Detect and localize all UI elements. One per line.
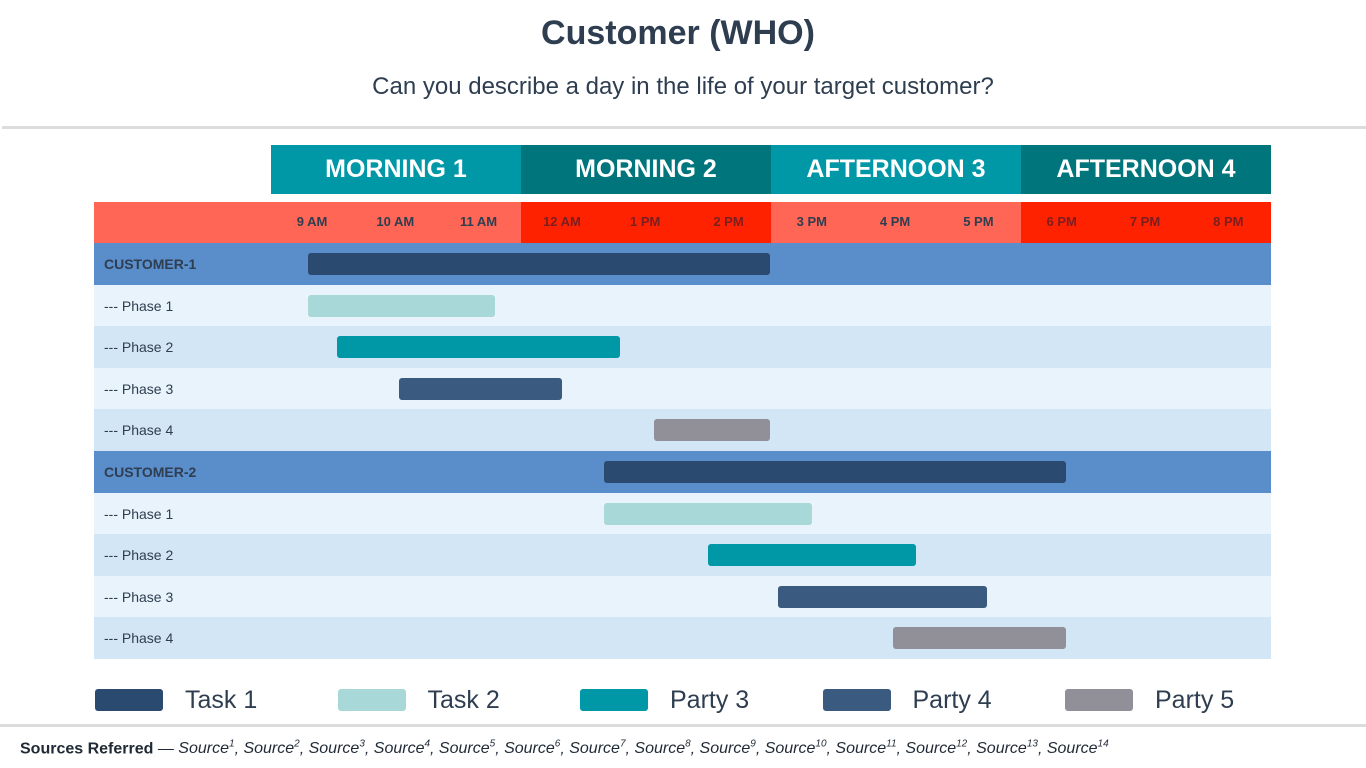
- period-header: MORNING 1: [271, 145, 521, 194]
- source-superscript: 14: [1097, 739, 1109, 750]
- gantt-bar: [399, 377, 562, 400]
- phase-row: [94, 534, 1271, 577]
- legend-swatch: [822, 689, 891, 711]
- source-item: Source2: [243, 739, 300, 758]
- sources-line: Sources Referred — Source1, Source2, Sou…: [20, 739, 1109, 758]
- source-item: Source14: [1046, 739, 1109, 758]
- row-label: --- Phase 2: [104, 547, 174, 564]
- row-label: CUSTOMER-2: [104, 464, 197, 480]
- hour-band: [521, 202, 771, 243]
- phase-row: [94, 367, 1271, 410]
- source-superscript: 5: [489, 739, 496, 750]
- gantt-bar: [707, 544, 916, 567]
- source-superscript: 2: [294, 739, 300, 750]
- gantt-bar: [336, 336, 621, 359]
- source-item: Source12: [905, 739, 968, 758]
- phase-row: [94, 617, 1271, 660]
- source-item: Source11: [835, 739, 897, 758]
- hour-band-left: [94, 202, 271, 243]
- legend-swatch: [1065, 689, 1133, 711]
- source-superscript: 9: [750, 739, 756, 750]
- source-item: Source5: [438, 739, 496, 758]
- gantt-bar: [603, 461, 1066, 483]
- hour-label: 7 PM: [1129, 214, 1161, 229]
- hour-label: 5 PM: [963, 214, 994, 229]
- gantt-bar: [603, 502, 812, 525]
- source-item: Source13: [976, 739, 1038, 758]
- gantt-bar: [653, 419, 771, 442]
- phase-row: [94, 575, 1271, 618]
- source-superscript: 6: [554, 739, 561, 750]
- gantt-bar: [892, 627, 1066, 650]
- hour-label: 4 PM: [879, 214, 911, 229]
- page-title: Customer (WHO): [541, 14, 815, 52]
- source-superscript: 1: [229, 739, 235, 750]
- legend-label: Task 1: [185, 686, 258, 714]
- sources-dash: —: [157, 740, 174, 758]
- source-superscript: 7: [619, 739, 626, 750]
- period-header: AFTERNOON 3: [771, 145, 1021, 194]
- bottom-divider: [0, 724, 1366, 727]
- legend-swatch: [337, 689, 406, 711]
- gantt-bar: [778, 585, 987, 608]
- source-superscript: 13: [1026, 739, 1038, 750]
- source-superscript: 4: [424, 739, 431, 750]
- hour-label: 1 PM: [630, 214, 661, 229]
- page-subtitle: Can you describe a day in the life of yo…: [372, 73, 994, 100]
- phase-row: [94, 284, 1271, 327]
- row-label: CUSTOMER-1: [104, 256, 197, 272]
- legend-label: Party 5: [1155, 686, 1235, 714]
- legend-label: Party 3: [670, 686, 750, 714]
- row-label: --- Phase 2: [104, 339, 174, 356]
- source-item: Source7: [569, 739, 626, 758]
- source-superscript: 12: [956, 739, 968, 750]
- gantt-bar: [307, 294, 496, 317]
- source-item: Source8: [634, 739, 691, 758]
- hour-label: 10 AM: [376, 214, 415, 229]
- source-superscript: 11: [886, 739, 897, 750]
- hour-label: 12 AM: [542, 214, 581, 229]
- source-item: Source9: [699, 739, 756, 758]
- hour-band: [1021, 202, 1271, 243]
- source-superscript: 3: [359, 739, 365, 750]
- row-label: --- Phase 1: [104, 505, 174, 522]
- source-item: Source6: [504, 739, 561, 758]
- top-divider: [2, 126, 1366, 129]
- hour-label: 8 PM: [1213, 214, 1244, 229]
- period-header: AFTERNOON 4: [1021, 145, 1271, 194]
- hour-band: [771, 202, 1021, 243]
- sources-list: Source1, Source2, Source3, Source4, Sour…: [178, 739, 1109, 758]
- hour-label: 3 PM: [796, 214, 827, 229]
- row-label: --- Phase 4: [104, 630, 174, 647]
- phase-row: [94, 326, 1271, 369]
- hour-label: 11 AM: [460, 214, 498, 229]
- period-header: MORNING 2: [521, 145, 771, 194]
- source-item: Source1: [178, 739, 235, 758]
- legend-swatch: [95, 689, 163, 711]
- legend-label: Task 2: [427, 686, 500, 714]
- source-item: Source3: [308, 739, 365, 758]
- source-item: Source4: [373, 739, 431, 758]
- row-label: --- Phase 3: [104, 588, 174, 605]
- legend-swatch: [580, 689, 648, 711]
- gantt-bar: [307, 253, 771, 275]
- row-label: --- Phase 1: [104, 297, 174, 314]
- sources-lead: Sources Referred: [20, 740, 154, 758]
- hour-band: [271, 202, 521, 243]
- row-label: --- Phase 4: [104, 422, 174, 439]
- hour-label: 2 PM: [713, 214, 744, 229]
- source-item: Source10: [764, 739, 827, 758]
- source-superscript: 10: [815, 739, 827, 750]
- legend-label: Party 4: [912, 686, 992, 714]
- hour-label: 9 AM: [296, 214, 328, 229]
- row-label: --- Phase 3: [104, 380, 174, 397]
- source-superscript: 8: [685, 739, 691, 750]
- hour-label: 6 PM: [1046, 214, 1077, 229]
